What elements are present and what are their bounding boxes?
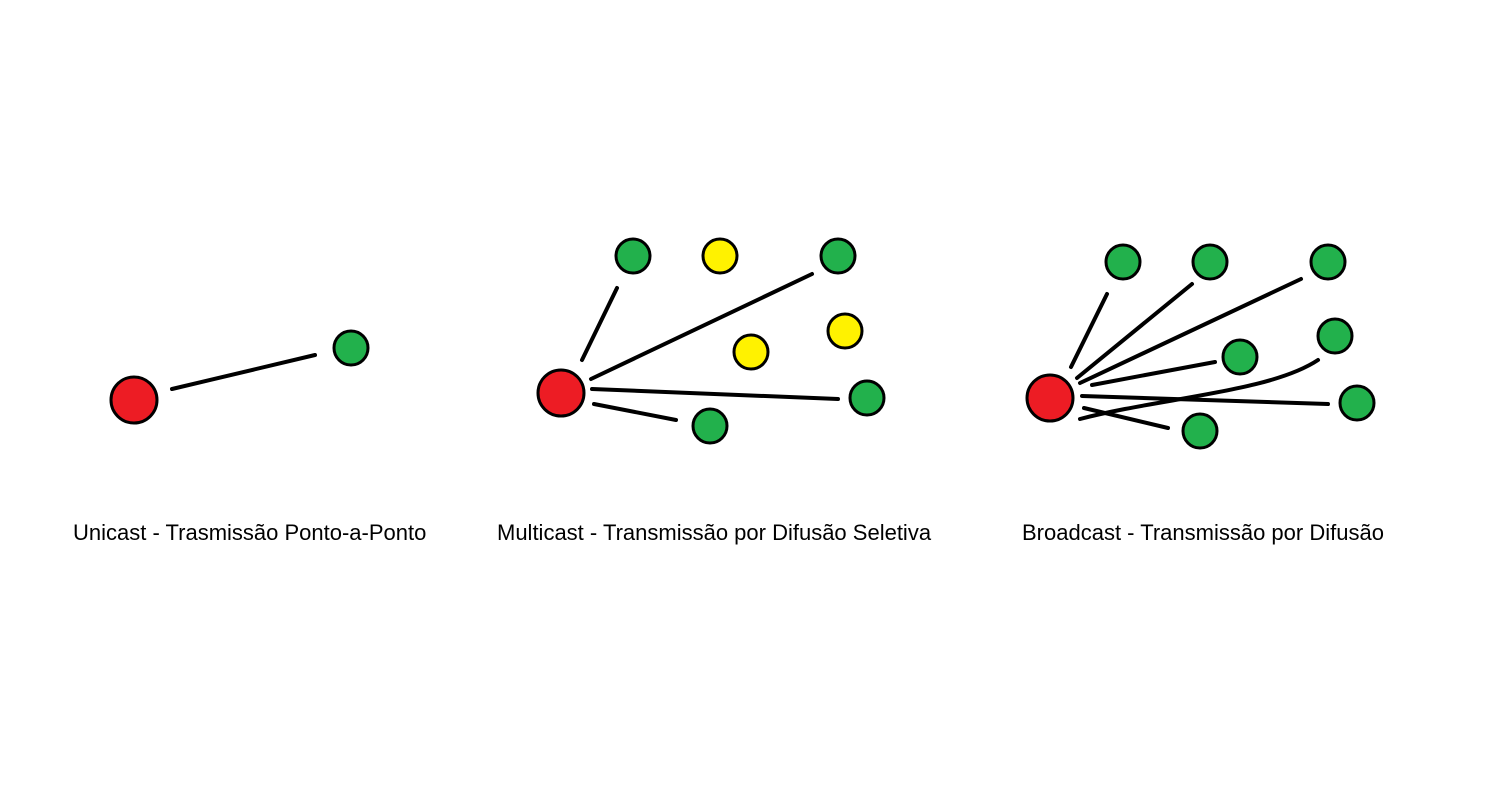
broadcast-receiver-node-1 — [1104, 243, 1142, 281]
multicast-caption: Multicast - Transmissão por Difusão Sele… — [497, 520, 932, 545]
unicast-link-1 — [170, 353, 317, 391]
multicast-non-receiver-node-5 — [826, 312, 864, 350]
broadcast-link-5 — [1078, 358, 1320, 421]
broadcast-receiver-node-3 — [1309, 243, 1347, 281]
broadcast-receiver-node-5 — [1316, 317, 1354, 355]
multicast-sender-node — [536, 368, 586, 418]
multicast-receiver-node-3 — [819, 237, 857, 275]
multicast-panel — [536, 237, 886, 445]
broadcast-link-3 — [1078, 277, 1303, 385]
broadcast-link-1 — [1069, 292, 1109, 369]
unicast-caption: Unicast - Trasmissão Ponto-a-Ponto — [73, 520, 427, 545]
multicast-receiver-node-6 — [848, 379, 886, 417]
broadcast-sender-node — [1025, 373, 1075, 423]
broadcast-panel — [1025, 243, 1376, 450]
broadcast-receiver-node-4 — [1221, 338, 1259, 376]
unicast-receiver-node-1 — [332, 329, 370, 367]
multicast-receiver-node-7 — [691, 407, 729, 445]
unicast-sender-node — [109, 375, 159, 425]
broadcast-caption: Broadcast - Transmissão por Difusão — [1022, 520, 1384, 545]
broadcast-link-7 — [1082, 406, 1170, 430]
broadcast-link-2 — [1075, 282, 1194, 380]
broadcast-link-4 — [1090, 360, 1217, 387]
multicast-link-1 — [580, 286, 619, 362]
multicast-non-receiver-node-2 — [701, 237, 739, 275]
multicast-link-4 — [592, 402, 678, 422]
unicast-panel — [109, 329, 370, 425]
broadcast-receiver-node-7 — [1181, 412, 1219, 450]
multicast-link-3 — [590, 387, 840, 401]
broadcast-receiver-node-6 — [1338, 384, 1376, 422]
multicast-non-receiver-node-4 — [732, 333, 770, 371]
broadcast-link-6 — [1080, 394, 1330, 406]
multicast-receiver-node-1 — [614, 237, 652, 275]
broadcast-receiver-node-2 — [1191, 243, 1229, 281]
multicast-link-2 — [589, 272, 814, 381]
